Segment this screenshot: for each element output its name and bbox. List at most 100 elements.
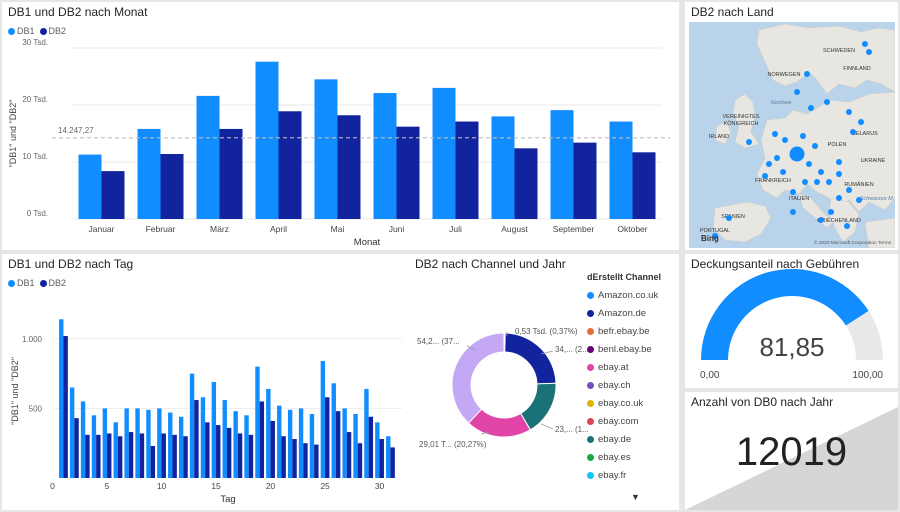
map-bubble[interactable] — [726, 215, 732, 221]
map-bubble[interactable] — [806, 161, 812, 167]
bar-db2[interactable] — [314, 444, 319, 478]
bar-db2[interactable] — [325, 397, 330, 478]
bar-db1[interactable] — [386, 436, 391, 478]
legend-item[interactable]: ebay.co.uk — [587, 394, 679, 412]
map-bubble[interactable] — [802, 179, 808, 185]
map-bubble[interactable] — [846, 187, 852, 193]
bar-db1[interactable] — [331, 383, 336, 478]
chart-legend[interactable]: DB1 DB2 — [8, 278, 68, 288]
tile-gauge-coverage[interactable]: Deckungsanteil nach Gebühren 81,85 0,00 10… — [685, 254, 898, 388]
map-bubble[interactable] — [772, 131, 778, 137]
bar-db1[interactable] — [146, 409, 151, 478]
bar-db1[interactable] — [135, 408, 140, 478]
bar-db1[interactable] — [91, 415, 97, 478]
bar-db2[interactable] — [337, 115, 361, 219]
bar-db1[interactable] — [491, 116, 515, 219]
bar-db1[interactable] — [69, 387, 75, 478]
map-bubble[interactable] — [824, 99, 830, 105]
bar-db1[interactable] — [80, 401, 86, 478]
bar-db2[interactable] — [139, 433, 145, 478]
bar-db2[interactable] — [96, 434, 101, 478]
bar-db2[interactable] — [357, 443, 363, 478]
legend-item-db1[interactable]: DB1 — [8, 26, 35, 36]
bar-db2[interactable] — [160, 154, 184, 219]
legend-item[interactable]: ebay.fr — [587, 466, 679, 484]
map-bubble[interactable] — [846, 109, 852, 115]
bar-db1[interactable] — [277, 405, 282, 478]
map-bubble[interactable] — [800, 133, 806, 139]
bar-db1[interactable] — [178, 416, 184, 478]
bar-db2[interactable] — [183, 436, 188, 478]
bar-db2[interactable] — [379, 439, 384, 478]
legend-item[interactable]: ebay.ch — [587, 376, 679, 394]
channel-legend[interactable]: dErstellt Channel Amazon.co.uk Amazon.de b… — [587, 272, 679, 484]
coverage-gauge[interactable]: 81,85 0,00 100,00 — [685, 254, 898, 388]
bar-db2[interactable] — [368, 416, 374, 478]
legend-item[interactable]: benl.ebay.be — [587, 340, 679, 358]
bar-db2[interactable] — [172, 434, 177, 478]
bar-db2[interactable] — [281, 436, 286, 478]
bar-db2[interactable] — [226, 427, 232, 478]
legend-item[interactable]: befr.ebay.be — [587, 322, 679, 340]
map-bubble[interactable] — [828, 209, 834, 215]
bar-db1[interactable] — [200, 397, 206, 478]
donut-slice[interactable] — [451, 332, 505, 424]
bar-db2[interactable] — [63, 336, 68, 478]
bar-db1[interactable] — [309, 413, 315, 478]
map-bubble[interactable] — [850, 129, 856, 135]
bar-db1[interactable] — [373, 93, 397, 219]
legend-item-db2[interactable]: DB2 — [39, 278, 66, 288]
bar-db1[interactable] — [78, 154, 102, 219]
bar-db1[interactable] — [211, 381, 217, 478]
map-view[interactable]: SCHWEDEN FINNLAND NORWEGEN Nordsee VEREINIGT… — [689, 22, 895, 248]
bar-db2[interactable] — [117, 436, 123, 478]
bar-db1[interactable] — [266, 388, 271, 478]
map-bubble[interactable] — [812, 143, 818, 149]
bar-db2[interactable] — [128, 432, 134, 478]
bar-db1[interactable] — [353, 413, 358, 478]
bar-db1[interactable] — [298, 408, 304, 478]
legend-item-db2[interactable]: DB2 — [39, 26, 66, 36]
map-bubble[interactable] — [818, 169, 824, 175]
europe-map[interactable]: SCHWEDEN FINNLAND NORWEGEN Nordsee VEREINIGT… — [689, 22, 895, 248]
bar-db2[interactable] — [455, 121, 479, 219]
bar-db1[interactable] — [244, 415, 249, 478]
donut-slice[interactable] — [504, 332, 557, 385]
bar-db1[interactable] — [255, 366, 260, 478]
bar-db1[interactable] — [320, 361, 326, 478]
legend-item[interactable]: ebay.at — [587, 358, 679, 376]
map-bubble[interactable] — [858, 119, 864, 125]
map-bubble[interactable] — [789, 146, 805, 162]
tile-db-by-month[interactable]: DB1 und DB2 nach Monat DB1 DB2 0 Tsd. 10 … — [2, 2, 679, 250]
bar-db1[interactable] — [124, 408, 129, 478]
bar-db1[interactable] — [233, 411, 238, 478]
day-bar-chart[interactable]: 500 1.000 "DB1" und "DB2" 0 5 10 15 20 25 30 Tag — [2, 254, 409, 510]
map-bubble[interactable] — [794, 89, 800, 95]
bar-db1[interactable] — [157, 408, 162, 478]
bar-db1[interactable] — [102, 408, 108, 478]
map-bubble[interactable] — [808, 105, 814, 111]
bar-db2[interactable] — [219, 128, 243, 219]
bar-db2[interactable] — [74, 418, 79, 478]
bar-db2[interactable] — [396, 126, 420, 219]
bar-db2[interactable] — [632, 152, 656, 219]
map-bubble[interactable] — [712, 233, 718, 239]
bar-db2[interactable] — [573, 142, 597, 219]
bar-db2[interactable] — [335, 411, 341, 478]
legend-item[interactable]: Amazon.co.uk — [587, 286, 679, 304]
map-bubble[interactable] — [746, 139, 752, 145]
bar-db2[interactable] — [150, 445, 156, 478]
bar-db1[interactable] — [189, 373, 195, 478]
month-bar-chart[interactable]: 0 Tsd. 10 Tsd. 20 Tsd. 30 Tsd. "DB1" und "DB… — [2, 2, 679, 250]
map-bubble[interactable] — [774, 155, 780, 161]
bar-db1[interactable] — [222, 400, 227, 478]
map-bubble[interactable] — [844, 223, 850, 229]
bar-db2[interactable] — [161, 433, 166, 478]
bar-db2[interactable] — [248, 434, 254, 478]
bar-db1[interactable] — [113, 422, 118, 478]
map-bubble[interactable] — [780, 169, 786, 175]
bar-db2[interactable] — [216, 425, 221, 478]
map-bubble[interactable] — [782, 137, 788, 143]
map-bubble[interactable] — [818, 217, 824, 223]
bar-db2[interactable] — [390, 447, 395, 478]
